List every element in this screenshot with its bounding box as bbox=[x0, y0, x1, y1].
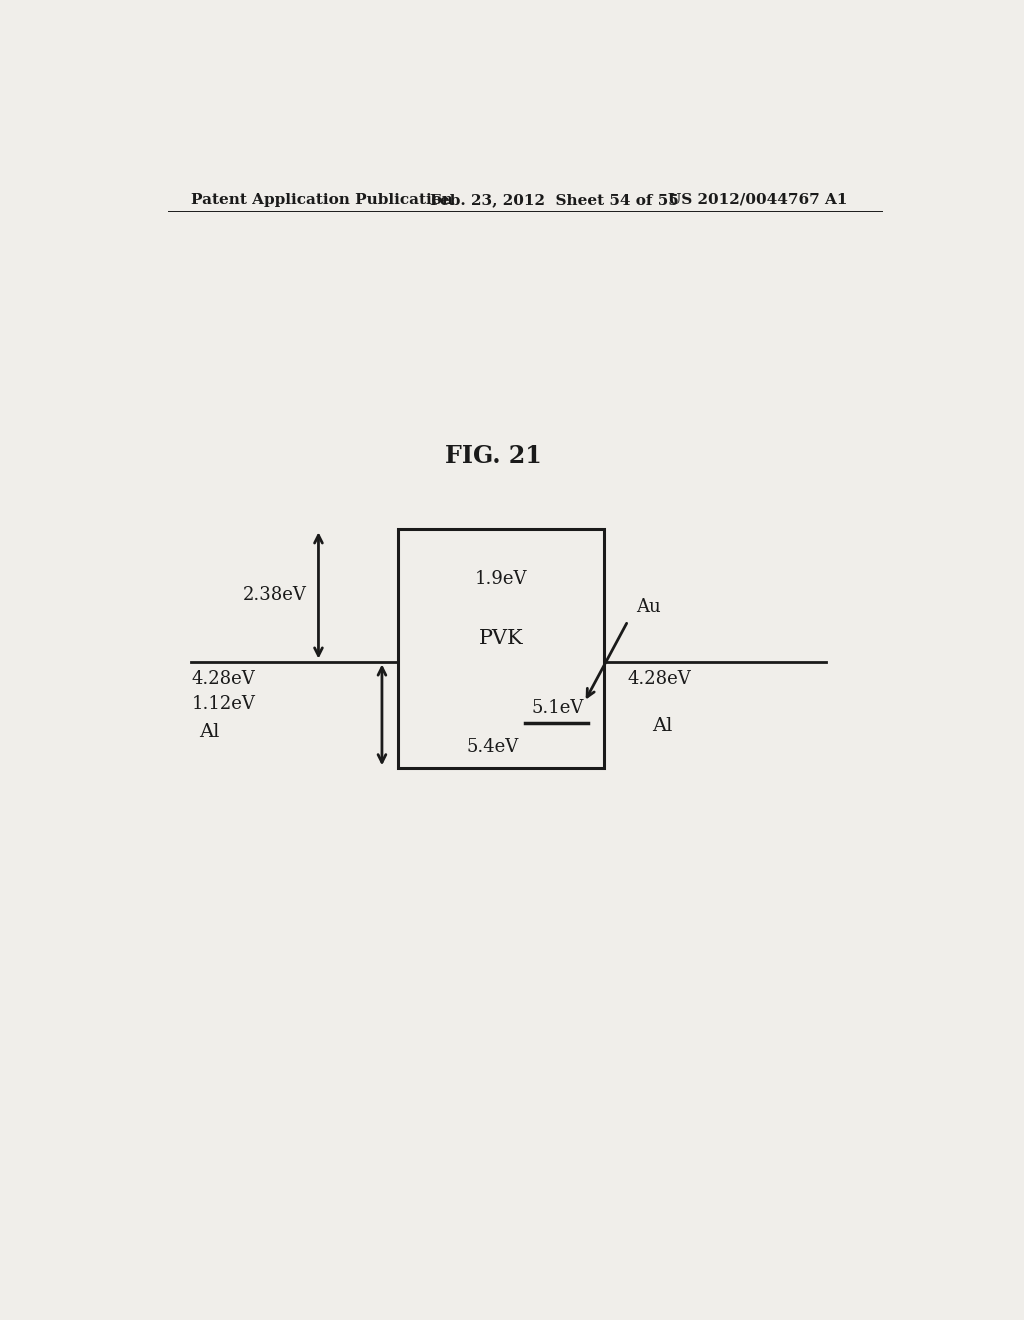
Bar bbox=[397, 529, 604, 768]
Text: Al: Al bbox=[651, 718, 672, 735]
Text: Au: Au bbox=[636, 598, 660, 615]
Text: Patent Application Publication: Patent Application Publication bbox=[191, 193, 454, 207]
Text: 5.1eV: 5.1eV bbox=[531, 700, 585, 718]
Text: FIG. 21: FIG. 21 bbox=[444, 445, 542, 469]
Text: 4.28eV: 4.28eV bbox=[628, 669, 692, 688]
Text: PVK: PVK bbox=[478, 630, 523, 648]
Text: 4.28eV: 4.28eV bbox=[191, 669, 255, 688]
Text: Al: Al bbox=[200, 722, 220, 741]
Text: Feb. 23, 2012  Sheet 54 of 55: Feb. 23, 2012 Sheet 54 of 55 bbox=[430, 193, 678, 207]
Text: 5.4eV: 5.4eV bbox=[467, 738, 519, 756]
Text: 1.9eV: 1.9eV bbox=[475, 570, 527, 587]
Text: 1.12eV: 1.12eV bbox=[191, 696, 255, 713]
Text: US 2012/0044767 A1: US 2012/0044767 A1 bbox=[668, 193, 847, 207]
Text: 2.38eV: 2.38eV bbox=[243, 586, 306, 605]
